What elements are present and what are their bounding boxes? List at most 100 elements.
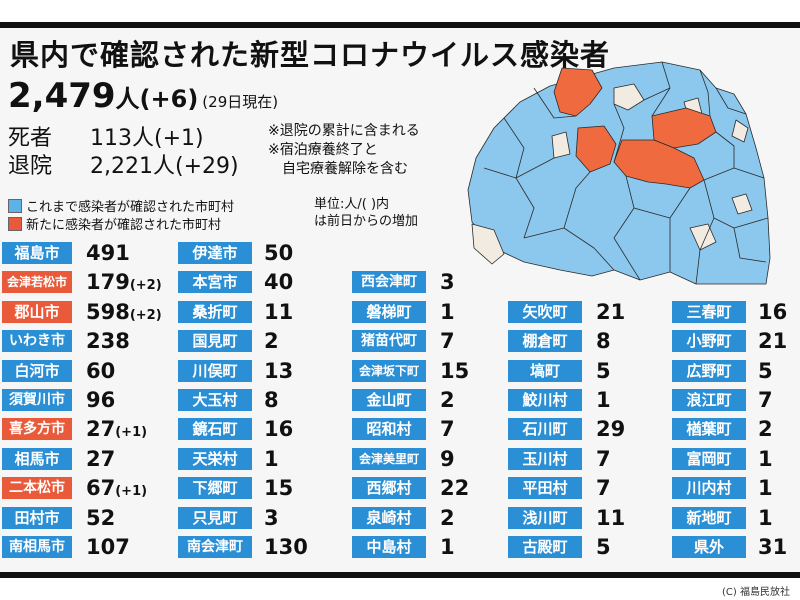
municipality-count: 1 — [758, 505, 773, 531]
municipality-count: 16 — [264, 416, 293, 442]
municipality-name: 鮫川村 — [508, 389, 582, 411]
legend-item-new: 新たに感染者が確認された市町村 — [8, 214, 221, 233]
unit-note: 単位:人/( )内 は前日からの増加 — [314, 196, 418, 230]
count-value: 29 — [596, 417, 626, 442]
municipality-count: 11 — [596, 505, 625, 531]
municipality-name: 広野町 — [672, 359, 746, 382]
municipality-count: 27 — [86, 446, 115, 472]
count-value: 1 — [758, 476, 773, 501]
municipality-count: 8 — [264, 387, 279, 413]
count-delta: (+1) — [115, 484, 148, 500]
municipality-name: 平田村 — [508, 477, 582, 500]
municipality-name: 楢葉町 — [672, 418, 746, 441]
municipality-name: 県外 — [672, 536, 746, 558]
municipality-name: いわき市 — [2, 330, 72, 353]
municipality-name: 南会津町 — [178, 536, 252, 558]
municipality-count: 50 — [264, 240, 293, 266]
count-value: 31 — [758, 535, 788, 559]
count-value: 9 — [440, 446, 455, 471]
count-value: 1 — [596, 388, 611, 412]
count-value: 15 — [264, 476, 294, 501]
municipality-count: 29 — [596, 416, 625, 442]
municipality-count: 15 — [440, 358, 469, 384]
municipality-count: 491 — [86, 240, 130, 266]
count-value: 130 — [264, 535, 308, 559]
count-value: 52 — [86, 505, 116, 530]
count-value: 21 — [596, 299, 626, 324]
municipality-count: 2 — [440, 387, 455, 413]
municipality-name: 昭和村 — [352, 418, 426, 441]
municipality-name: 南相馬市 — [2, 536, 72, 558]
count-value: 27 — [86, 446, 116, 471]
count-value: 16 — [264, 417, 294, 442]
municipality-name: 二本松市 — [2, 477, 72, 500]
count-value: 7 — [440, 329, 455, 354]
notes: ※退院の累計に含まれる ※宿泊療養終了と 自宅療養解除を含む — [268, 122, 420, 179]
municipality-name: 新地町 — [672, 506, 746, 529]
credit: (C) 福島民放社 — [722, 587, 790, 598]
municipality-name: 塙町 — [508, 359, 582, 382]
municipality-count: 31 — [758, 534, 787, 560]
municipality-count: 40 — [264, 269, 293, 295]
count-value: 7 — [758, 388, 773, 412]
map-region-uncolored — [471, 223, 505, 265]
count-value: 3 — [264, 505, 279, 530]
count-value: 1 — [440, 535, 455, 559]
count-value: 1 — [440, 299, 455, 324]
count-value: 3 — [440, 270, 455, 295]
municipality-count: 15 — [264, 475, 293, 501]
map-region-new-kitakata — [553, 67, 603, 117]
municipality-name: 白河市 — [2, 359, 72, 382]
municipality-name: 相馬市 — [2, 447, 72, 470]
count-value: 491 — [86, 241, 130, 265]
municipality-count: 5 — [758, 358, 773, 384]
count-value: 7 — [440, 417, 455, 442]
count-value: 5 — [596, 358, 611, 383]
count-delta: (+2) — [129, 307, 162, 323]
municipality-name: 西会津町 — [352, 271, 426, 294]
municipality-count: 8 — [596, 328, 611, 354]
municipality-name: 会津坂下町 — [352, 359, 426, 382]
municipality-name: 会津美里町 — [352, 447, 426, 470]
municipality-name: 中島村 — [352, 536, 426, 558]
count-value: 8 — [264, 388, 279, 412]
map-region-uncolored — [551, 131, 571, 159]
count-value: 67 — [86, 476, 116, 501]
municipality-name: 田村市 — [2, 506, 72, 529]
count-value: 107 — [86, 535, 130, 559]
count-delta: (+2) — [129, 278, 162, 294]
count-delta: (+1) — [115, 425, 148, 441]
municipality-count: 21 — [758, 328, 787, 354]
municipality-name: 国見町 — [178, 330, 252, 353]
municipality-name: 桑折町 — [178, 300, 252, 323]
municipality-count: 7 — [440, 328, 455, 354]
municipality-count: 96 — [86, 387, 115, 413]
note-line: ※退院の累計に含まれる — [268, 123, 420, 139]
deaths-row: 死者 113人(+1) — [8, 120, 204, 152]
municipality-count: 27(+1) — [86, 416, 147, 442]
municipality-name: 矢吹町 — [508, 300, 582, 323]
municipality-name: 下郷町 — [178, 477, 252, 500]
municipality-count: 7 — [596, 475, 611, 501]
map-region-uncolored — [731, 193, 753, 215]
municipality-name: 伊達市 — [178, 242, 252, 264]
municipality-count: 16 — [758, 299, 787, 325]
municipality-name: 玉川村 — [508, 447, 582, 470]
municipality-count: 52 — [86, 505, 115, 531]
municipality-count: 130 — [264, 534, 308, 560]
total-cases: 2,479人(+6) (29日現在) — [8, 76, 278, 116]
municipality-name: 棚倉町 — [508, 330, 582, 353]
municipality-count: 238 — [86, 328, 130, 354]
count-value: 5 — [758, 358, 773, 383]
municipality-count: 1 — [440, 299, 455, 325]
municipality-name: 泉崎村 — [352, 506, 426, 529]
municipality-name: 小野町 — [672, 330, 746, 353]
municipality-count: 1 — [758, 446, 773, 472]
municipality-count: 7 — [758, 387, 773, 413]
municipality-name: 古殿町 — [508, 536, 582, 558]
municipality-count: 13 — [264, 358, 293, 384]
municipality-name: 西郷村 — [352, 477, 426, 500]
total-date: (29日現在) — [202, 93, 279, 111]
count-value: 15 — [440, 358, 470, 383]
municipality-count: 7 — [440, 416, 455, 442]
